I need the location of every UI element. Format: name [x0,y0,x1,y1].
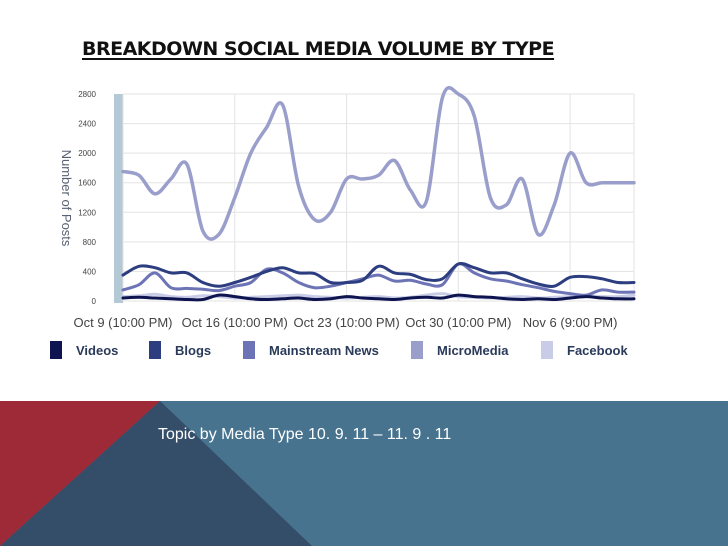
series-line-mainstream-news [121,262,636,297]
legend-item-facebook: Facebook [541,340,628,360]
y-tick-label: 1200 [78,208,96,217]
legend-label-micromedia: MicroMedia [437,342,509,358]
legend-label-mainstream-news: Mainstream News [269,342,379,358]
x-tick-label: Oct 23 (10:00 PM) [293,315,399,330]
x-tick-label: Nov 6 (9:00 PM) [523,315,618,330]
legend-swatch-videos [50,341,62,359]
series-line-blogs [121,262,636,288]
y-tick-label: 0 [92,297,97,306]
slide-caption: Topic by Media Type 10. 9. 11 – 11. 9 . … [158,426,452,443]
y-tick-label: 2400 [78,120,96,129]
legend-item-mainstream-news: Mainstream News [243,340,379,360]
legend-swatch-mainstream-news [243,341,255,359]
y-axis-label: Number of Posts [59,150,74,247]
legend-item-blogs: Blogs [149,340,211,360]
series-line-facebook [121,292,636,300]
x-tick-label: Oct 16 (10:00 PM) [182,315,288,330]
y-tick-label: 800 [83,238,97,247]
y-tick-label: 1600 [78,179,96,188]
line-chart: 0 400 800 1200 1600 2000 2400 2800 Oct 9 (10:00… [59,86,636,330]
legend-label-blogs: Blogs [175,342,212,358]
legend-item-videos: Videos [50,340,118,360]
footer-navy-triangle [0,401,312,546]
footer-red-triangle [0,401,160,546]
chart-legend: Videos Blogs Mainstream News MicroMedia … [0,340,728,364]
footer-band [0,401,728,546]
legend-label-videos: Videos [76,342,119,358]
legend-swatch-blogs [149,341,161,359]
x-tick-label: Oct 9 (10:00 PM) [74,315,173,330]
series-line-videos [121,293,636,302]
y-tick-label: 400 [83,267,97,276]
legend-label-facebook: Facebook [567,342,628,358]
legend-swatch-micromedia [411,341,423,359]
y-tick-label: 2000 [78,149,96,158]
chart-left-bar [114,94,123,303]
legend-item-micromedia: MicroMedia [411,340,509,360]
slide-title: BREAKDOWN SOCIAL MEDIA VOLUME BY TYPE [82,38,555,60]
series-line-micromedia [121,86,636,241]
legend-swatch-facebook [541,341,553,359]
x-tick-label: Oct 30 (10:00 PM) [405,315,511,330]
y-tick-label: 2800 [78,90,96,99]
